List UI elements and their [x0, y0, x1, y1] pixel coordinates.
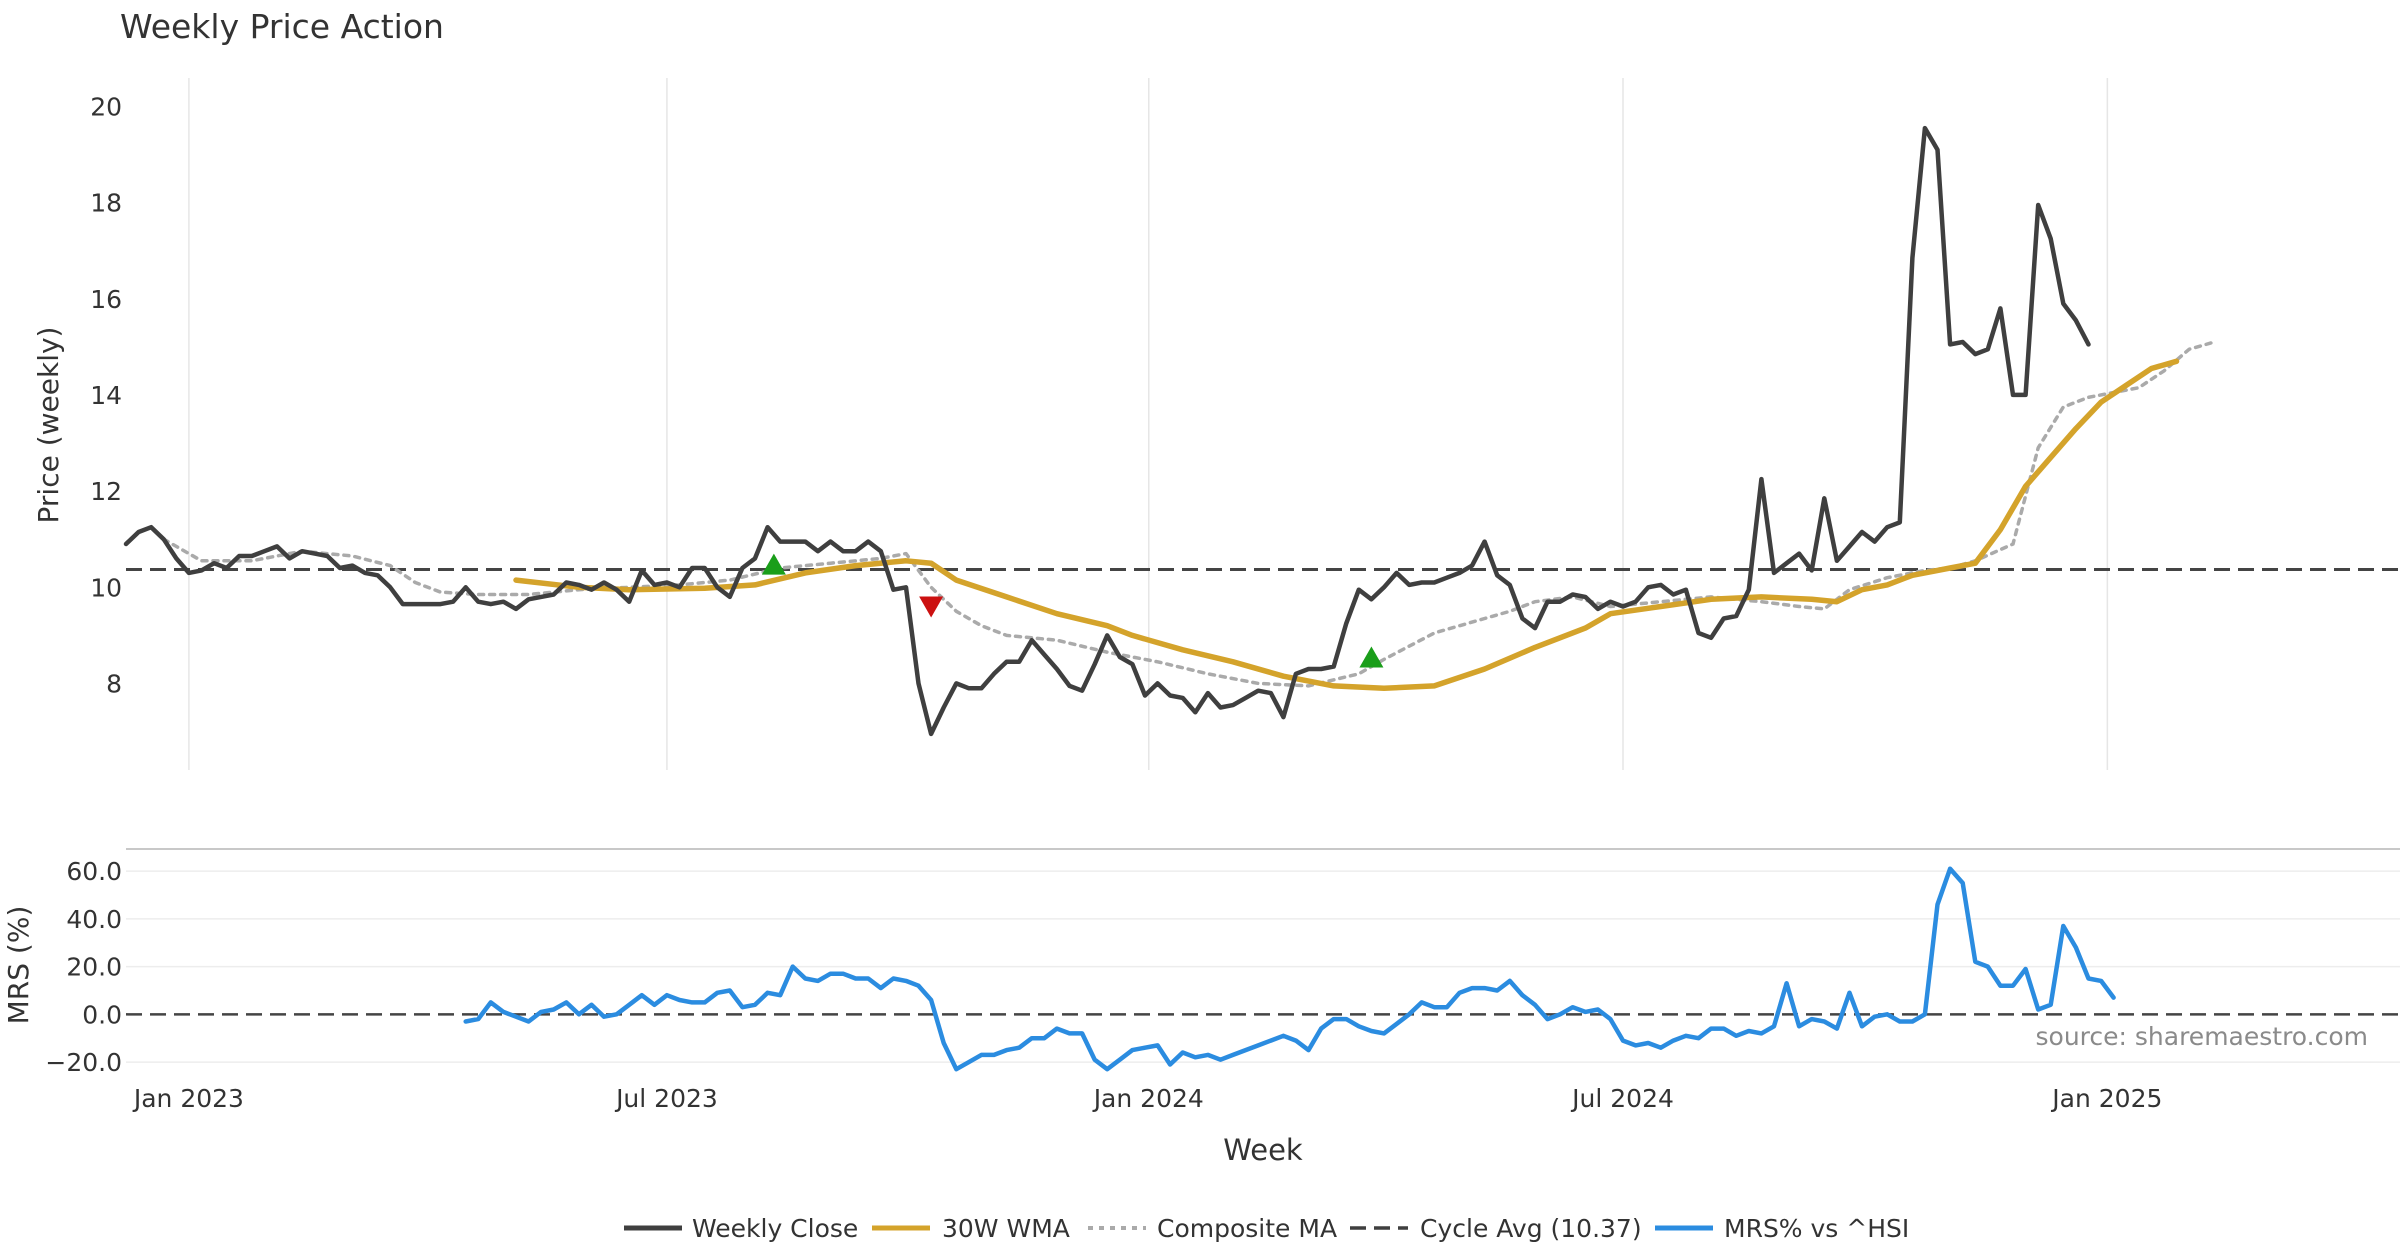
price-panel: Weekly Price Action Price (weekly) 8 10 12… — [32, 7, 2400, 770]
signal-markers — [761, 553, 1384, 668]
mrs-tick-label: 0.0 — [82, 1000, 122, 1029]
x-tick-labels: Jan 2023 Jul 2023 Jan 2024 Jul 2024 Jan 2025… — [132, 1084, 2163, 1113]
mrs-tick-label: 20.0 — [66, 953, 122, 982]
legend-label: MRS% vs ^HSI — [1724, 1214, 1909, 1243]
mrs-line — [463, 866, 2116, 1072]
y-tick-label: 8 — [106, 669, 122, 698]
weekly-close-line — [123, 125, 2091, 737]
mrs-series — [463, 866, 2116, 1072]
x-tick-label: Jan 2025 — [2050, 1084, 2162, 1113]
mrs-tick-label: −20.0 — [45, 1048, 122, 1077]
y-tick-label: 10 — [90, 573, 122, 602]
x-axis-label: Week — [1223, 1133, 1303, 1167]
y-tick-label: 12 — [90, 477, 122, 506]
y-tick-label: 18 — [90, 189, 122, 218]
legend-label: Composite MA — [1157, 1214, 1337, 1243]
x-tick-label: Jan 2024 — [1092, 1084, 1204, 1113]
buy-signal-marker — [761, 553, 786, 575]
source-annotation: source: sharemaestro.com — [2036, 1022, 2369, 1051]
price-series — [123, 125, 2217, 737]
buy-signal-marker — [1359, 646, 1384, 668]
mrs-tick-labels: 60.0 40.0 20.0 0.0 −20.0 — [45, 857, 122, 1077]
x-tick-label: Jan 2023 — [132, 1084, 244, 1113]
x-tick-label: Jul 2024 — [1570, 1084, 1674, 1113]
legend-label: Weekly Close — [692, 1214, 858, 1243]
mrs-tick-label: 40.0 — [66, 905, 122, 934]
30w-wma-line — [513, 358, 2180, 692]
y-tick-label: 20 — [90, 92, 122, 121]
legend-label: 30W WMA — [942, 1214, 1070, 1243]
y-axis-label: Price (weekly) — [32, 327, 65, 524]
chart-title: Weekly Price Action — [120, 7, 444, 46]
legend: Weekly Close 30W WMA Composite MA Cycle Avg… — [624, 1214, 1909, 1243]
y-gridlines — [126, 870, 2400, 1063]
x-gridlines — [188, 78, 2109, 770]
mrs-panel: MRS (%) 60.0 40.0 20.0 0.0 −20.0 source: sha… — [2, 848, 2400, 1167]
y-tick-labels: 8 10 12 14 16 18 20 — [90, 92, 122, 698]
legend-label: Cycle Avg (10.37) — [1420, 1214, 1642, 1243]
x-tick-label: Jul 2023 — [614, 1084, 718, 1113]
y-tick-label: 14 — [90, 381, 122, 410]
sell-signal-marker — [919, 596, 944, 618]
mrs-tick-label: 60.0 — [66, 857, 122, 886]
mrs-axis-label: MRS (%) — [2, 906, 35, 1025]
y-tick-label: 16 — [90, 285, 122, 314]
